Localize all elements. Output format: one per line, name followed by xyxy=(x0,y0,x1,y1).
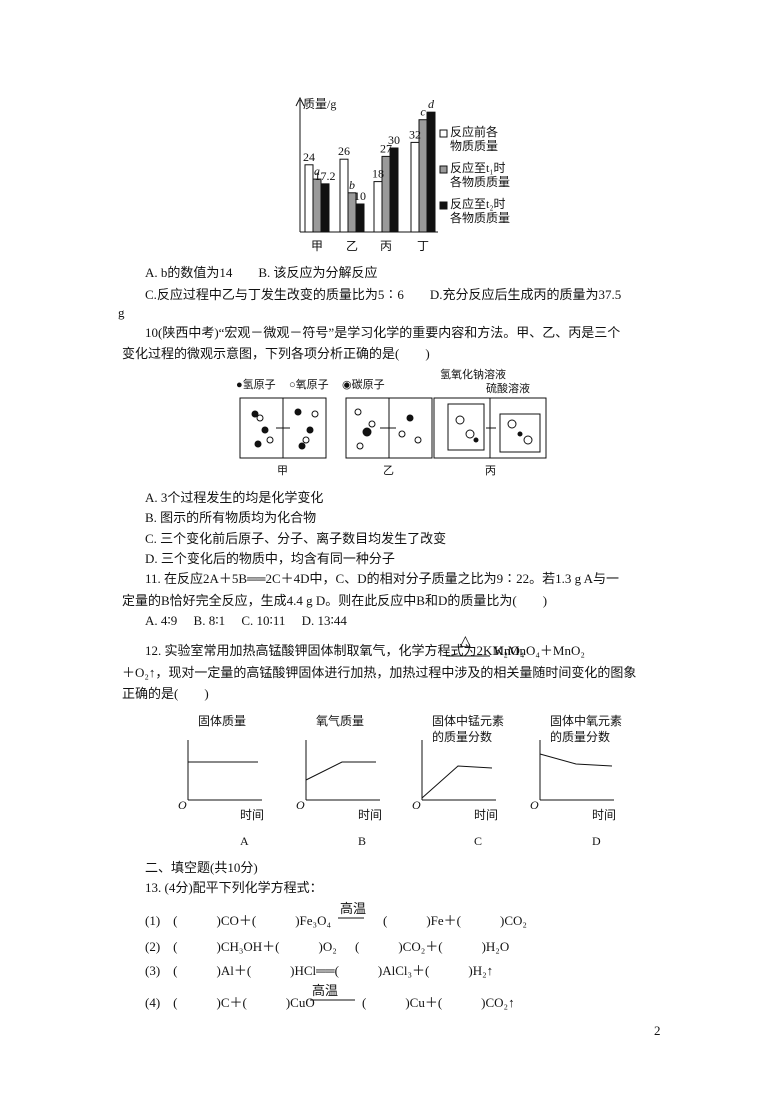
option: A. 4∶9 B. 8∶1 C. 10∶11 D. 13∶44 xyxy=(145,613,347,628)
condition: 高温 xyxy=(312,983,339,998)
category-label: 甲 xyxy=(311,239,323,253)
graph-y-label: 固体质量 xyxy=(198,714,247,728)
graph-x-label: 时间 xyxy=(474,808,499,822)
value-label: 32 xyxy=(409,127,421,141)
bar xyxy=(410,141,420,233)
legend-label: ○氧原子 xyxy=(289,379,329,391)
bar-figure xyxy=(295,96,438,233)
legend-swatch xyxy=(439,129,448,138)
legend-swatch xyxy=(439,201,448,210)
graph-y-label: 的质量分数 xyxy=(432,730,493,744)
option-label: B xyxy=(358,834,367,848)
value-label: 17.2 xyxy=(315,169,336,183)
option-label: A xyxy=(240,834,249,848)
graph-y-label: 固体中氧元素 xyxy=(550,714,623,728)
figure-label: 乙 xyxy=(383,465,394,477)
question-stem: 定量的B恰好完全反应，生成4.4 g D。则在此反应中B和D的质量比为( ) xyxy=(122,593,548,608)
value-label: 30 xyxy=(388,133,400,147)
legend-label: ◉碳原子 xyxy=(342,379,385,391)
question-stem: 正确的是( ) xyxy=(122,686,209,701)
solution-label: 硫酸溶液 xyxy=(486,383,530,395)
micro-diagrams xyxy=(239,397,547,459)
graph-x-label: 时间 xyxy=(358,808,383,822)
equation: (2) ( )CH₃OH＋( )O₂ xyxy=(145,939,337,954)
section-title: 二、填空题(共10分) xyxy=(145,860,258,875)
line-graphs xyxy=(187,740,614,801)
figure-label: 甲 xyxy=(277,465,288,477)
legend-label: 反应至t₁时 xyxy=(450,160,506,175)
legend-swatch xyxy=(439,165,448,174)
question-stem: ＋O₂↑，现对一定量的高锰酸钾固体进行加热，加热过程中涉及的相关量随时间变化的图… xyxy=(122,665,637,680)
option: A. b的数值为14 B. 该反应为分解反应 xyxy=(145,265,378,280)
bar xyxy=(389,147,399,233)
legend-label: 反应前各 xyxy=(450,124,498,139)
bar xyxy=(373,181,383,233)
solution-label: 氢氧化钠溶液 xyxy=(440,369,506,381)
page-number: 2 xyxy=(654,1023,661,1038)
option: C. 三个变化前后原子、分子、离子数目均发生了改变 xyxy=(145,531,447,546)
bar xyxy=(320,183,330,233)
question-stem: K₂MnO₄＋MnO₂ xyxy=(494,643,585,658)
option-label: C xyxy=(474,834,483,848)
legend-label: ●氢原子 xyxy=(236,379,276,391)
equation-arrows xyxy=(310,655,490,1001)
value-label: c xyxy=(420,105,426,119)
origin: O xyxy=(178,798,187,812)
graph-x-label: 时间 xyxy=(592,808,617,822)
graph-y-label: 氧气质量 xyxy=(316,714,365,728)
legend-label: 反应至t₂时 xyxy=(450,196,506,211)
value-label: b xyxy=(349,178,355,192)
bar xyxy=(426,111,436,233)
figure-label: 丙 xyxy=(485,465,496,477)
question-stem: 13. (4分)配平下列化学方程式： xyxy=(145,880,323,895)
equation: (4) ( )C＋( )CuO xyxy=(145,995,315,1010)
origin: O xyxy=(296,798,305,812)
category-label: 乙 xyxy=(346,239,358,253)
category-label: 丙 xyxy=(380,239,392,253)
equation: ( )Cu＋( )CO₂↑ xyxy=(362,995,515,1010)
bar xyxy=(339,158,349,233)
option: B. 图示的所有物质均为化合物 xyxy=(145,510,317,525)
category-label: 丁 xyxy=(417,239,429,253)
option: D. 三个变化后的物质中，均含有同一种分子 xyxy=(145,551,395,566)
value-label: 10 xyxy=(354,189,366,203)
legend-label: 物质质量 xyxy=(450,139,498,153)
legend-label: 各物质质量 xyxy=(450,210,510,225)
y-axis-label: 质量/g xyxy=(303,97,336,111)
equation: (3) ( )Al＋( )HCl══( )AlCl₃＋( )H₂↑ xyxy=(145,963,494,978)
question-stem: 11. 在反应2A＋5B══2C＋4D中，C、D的相对分子质量之比为9∶22。若… xyxy=(145,571,620,586)
option: g xyxy=(118,305,125,320)
value-label: a xyxy=(314,164,320,178)
value-label: d xyxy=(428,97,435,111)
bar xyxy=(304,164,314,233)
option: A. 3个过程发生的均是化学变化 xyxy=(145,490,324,505)
question-stem: 10(陕西中考)“宏观－微观－符号”是学习化学的重要内容和方法。甲、乙、丙是三个 xyxy=(145,325,621,340)
equation: ( )Fe＋( )CO₂ xyxy=(383,913,527,928)
value-label: 24 xyxy=(303,150,315,164)
bar xyxy=(312,178,322,233)
value-label: 27 xyxy=(380,141,392,155)
graph-x-label: 时间 xyxy=(240,808,265,822)
origin: O xyxy=(412,798,421,812)
graph-y-label: 固体中锰元素 xyxy=(432,714,505,728)
bar xyxy=(355,203,365,233)
graph-y-label: 的质量分数 xyxy=(550,730,611,744)
question-stem: 12. 实验室常用加热高锰酸钾固体制取氧气，化学方程式为2KMnO₄ xyxy=(145,643,525,658)
equation: (1) ( )CO＋( )Fe₃O₄ xyxy=(145,913,331,928)
origin: O xyxy=(530,798,539,812)
question-stem: 变化过程的微观示意图，下列各项分析正确的是( ) xyxy=(122,346,430,361)
option: C.反应过程中乙与丁发生改变的质量比为5∶6 D.充分反应后生成丙的质量为37.… xyxy=(145,287,622,302)
value-label: 26 xyxy=(338,144,350,158)
condition: △ xyxy=(460,634,471,649)
equation: ( )CO₂＋( )H₂O xyxy=(355,939,510,954)
condition: 高温 xyxy=(340,901,367,916)
value-label: 18 xyxy=(372,167,384,181)
option-label: D xyxy=(592,834,601,848)
legend-label: 各物质质量 xyxy=(450,174,510,189)
